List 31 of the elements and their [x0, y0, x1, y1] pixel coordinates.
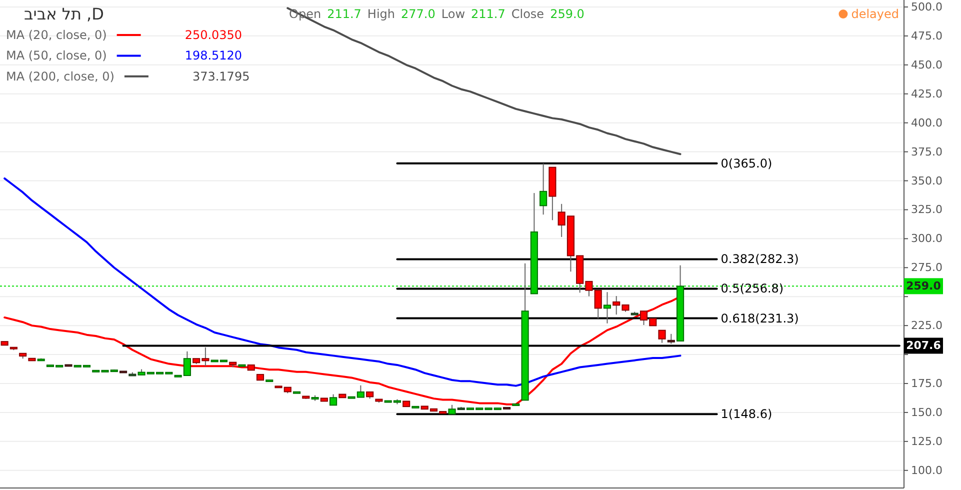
axis-price-label: 259.0	[904, 278, 943, 294]
y-tick-label: 400.0	[911, 116, 942, 130]
level-label: 0.5(256.8)	[720, 282, 784, 296]
y-tick-label: 425.0	[911, 87, 942, 100]
y-tick-label: 275.0	[911, 261, 942, 274]
annotation: delayed	[838, 7, 899, 21]
title: D, תל אביב	[24, 4, 104, 24]
legend-label: MA (50, close, 0)	[6, 48, 107, 63]
y-tick-label: 325.0	[911, 203, 942, 216]
y-tick-label: 125.0	[911, 434, 942, 448]
axis-price-label: 207.6	[904, 338, 943, 354]
y-tick-label: 350.0	[911, 174, 942, 188]
annotation: delayed	[851, 7, 899, 21]
level-label: 0.382(282.3)	[720, 252, 799, 266]
y-tick-label: 300.0	[911, 232, 942, 246]
legend-label: MA (20, close, 0)	[6, 28, 107, 42]
y-tick-label: 150.0	[911, 406, 942, 419]
y-tick-label: 500.0	[911, 0, 942, 14]
y-tick-label: 375.0	[911, 145, 942, 158]
annotation: 373.1795	[192, 69, 250, 84]
legend-label: MA (200, close, 0)	[6, 69, 114, 84]
y-tick-label: 475.0	[911, 29, 942, 42]
y-tick-label: 100.0	[911, 464, 942, 477]
level-label: 1(148.6)	[720, 407, 772, 422]
level-label: 0.618(231.3)	[720, 311, 799, 326]
y-tick-label: 225.0	[911, 319, 942, 332]
y-tick-label: 175.0	[911, 377, 942, 390]
level-label: 0(365.0)	[720, 156, 772, 170]
annotation: 198.5120	[184, 48, 242, 63]
annotation: 250.0350	[184, 28, 242, 42]
y-tick-label: 450.0	[911, 58, 942, 72]
